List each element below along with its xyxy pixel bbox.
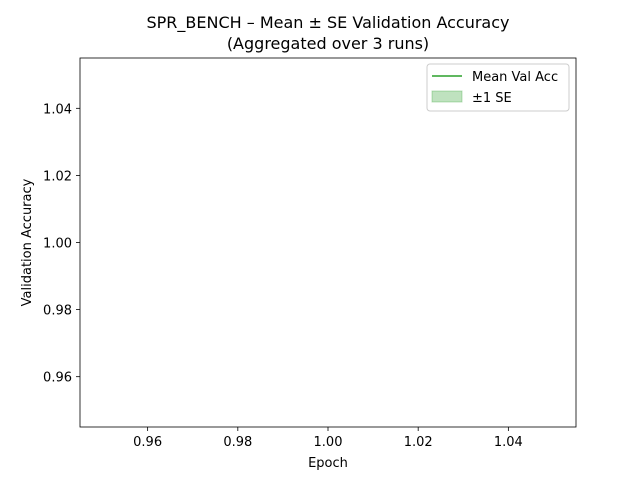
- x-tick-label: 1.04: [494, 435, 523, 450]
- y-axis-label: Validation Accuracy: [20, 178, 35, 306]
- plot-area: [79, 57, 577, 428]
- legend-frame: [426, 63, 570, 112]
- x-tick-label: 1.00: [314, 435, 343, 450]
- x-axis-label: Epoch: [308, 456, 348, 471]
- x-tick-label: 1.02: [404, 435, 433, 450]
- y-tick-label: 0.96: [43, 371, 72, 386]
- plot-background: [80, 58, 576, 427]
- y-tick-label: 1.00: [43, 237, 72, 252]
- y-tick-label: 1.04: [43, 102, 72, 117]
- y-tick-label: 0.98: [43, 304, 72, 319]
- x-axis: 0.96 0.98 1.00 1.02 1.04: [133, 427, 523, 450]
- legend-label-se: ±1 SE: [472, 91, 512, 106]
- y-axis: 0.96 0.98 1.00 1.02 1.04: [43, 102, 80, 386]
- chart-subtitle: (Aggregated over 3 runs): [227, 34, 429, 53]
- legend-band-swatch: [431, 90, 463, 103]
- legend: Mean Val Acc ±1 SE: [426, 63, 570, 112]
- chart-title: SPR_BENCH – Mean ± SE Validation Accurac…: [146, 13, 509, 33]
- legend-label-mean: Mean Val Acc: [472, 70, 558, 85]
- x-tick-label: 0.96: [133, 435, 162, 450]
- y-tick-label: 1.02: [43, 169, 72, 184]
- x-tick-label: 0.98: [223, 435, 252, 450]
